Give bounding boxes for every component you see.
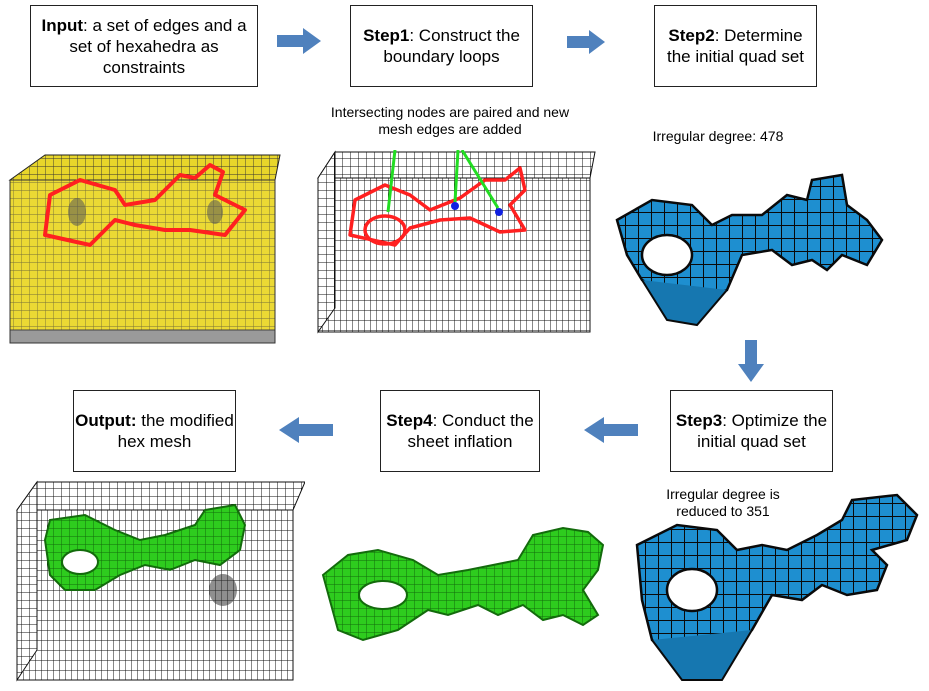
output-text: the modified hex mesh bbox=[117, 411, 234, 451]
input-title: Input bbox=[41, 15, 84, 35]
arrow-down-icon bbox=[738, 340, 764, 382]
step2-quad-image bbox=[615, 173, 884, 327]
step3-title: Step3 bbox=[675, 411, 723, 430]
output-title: Output: bbox=[75, 411, 137, 430]
step1-title: Step1 bbox=[363, 26, 410, 45]
step1-box: Step1: Construct the boundary loops bbox=[350, 5, 533, 87]
arrow-left-icon bbox=[279, 417, 333, 443]
intersection-node bbox=[495, 208, 503, 216]
arrow-right-icon bbox=[567, 30, 605, 54]
step4-box: Step4: Conduct the sheet inflation bbox=[380, 390, 540, 472]
irregular-reduced-note: Irregular degree is reduced to 351 bbox=[666, 486, 780, 519]
input-mesh-image bbox=[8, 154, 281, 344]
step3-box: Step3: Optimize the initial quad set bbox=[670, 390, 833, 472]
step2-title: Step2 bbox=[668, 26, 715, 45]
step2-text: : Determine the initial quad set bbox=[666, 26, 805, 66]
input-box: Input: a set of edges and a set of hexah… bbox=[30, 5, 258, 87]
step1-text: : Construct the boundary loops bbox=[383, 26, 520, 66]
step4-text: : Conduct the sheet inflation bbox=[407, 411, 534, 451]
irregular-initial-note: Irregular degree: 478 bbox=[652, 128, 784, 144]
output-mesh-image bbox=[16, 480, 305, 682]
arrow-right-icon bbox=[277, 28, 321, 54]
step3-text: : Optimize the initial quad set bbox=[697, 411, 828, 451]
step3-quad-image bbox=[635, 493, 919, 681]
input-text: : a set of edges and a set of hexahedra … bbox=[69, 15, 247, 77]
step2-box: Step2: Determine the initial quad set bbox=[654, 5, 817, 87]
step1-mesh-image bbox=[317, 150, 596, 334]
arrow-left-icon bbox=[584, 417, 638, 443]
intersection-node bbox=[451, 202, 459, 210]
intersect-note: Intersecting nodes are paired and new me… bbox=[330, 104, 570, 137]
output-box: Output: the modified hex mesh bbox=[73, 390, 236, 472]
step4-title: Step4 bbox=[386, 411, 433, 430]
step4-sheet-image bbox=[321, 526, 605, 642]
